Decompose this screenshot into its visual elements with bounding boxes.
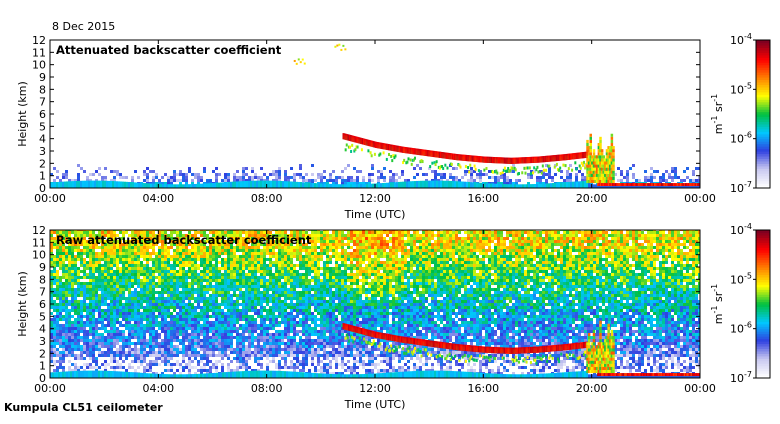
colorbar-unit-label: m-1 sr-1 [710, 284, 725, 324]
colorbar-tick-label: 10-4 [730, 222, 752, 237]
y-tick-label: 10 [32, 59, 46, 72]
upper-feature [342, 45, 344, 47]
x-tick-label: 00:00 [684, 382, 716, 395]
upper-feature [344, 48, 346, 50]
y-tick-label: 9 [39, 261, 46, 274]
y-tick-label: 2 [39, 157, 46, 170]
upper-feature [334, 46, 336, 48]
y-tick-label: 3 [39, 145, 46, 158]
upper-feature [338, 44, 340, 46]
heatmap-area [50, 228, 701, 378]
y-tick-label: 10 [32, 249, 46, 262]
colorbar-tick-label: 10-4 [730, 32, 752, 47]
x-tick-label: 20:00 [576, 192, 608, 205]
y-tick-label: 2 [39, 347, 46, 360]
y-tick-label: 7 [39, 286, 46, 299]
y-tick-label: 6 [39, 108, 46, 121]
y-tick-label: 11 [32, 46, 46, 59]
colorbar-unit-label: m-1 sr-1 [710, 94, 725, 134]
x-tick-label: 12:00 [359, 382, 391, 395]
colorbar-tick-label: 10-5 [730, 271, 752, 286]
x-tick-label: 12:00 [359, 192, 391, 205]
y-tick-label: 1 [39, 170, 46, 183]
upper-feature [340, 49, 342, 51]
x-tick-label: 04:00 [142, 382, 174, 395]
y-tick-label: 6 [39, 298, 46, 311]
x-tick-label: 16:00 [467, 382, 499, 395]
upper-feature [300, 61, 302, 63]
upper-feature [336, 45, 338, 47]
colorbar-tick-label: 10-5 [730, 81, 752, 96]
colorbar-tick-label: 10-7 [730, 370, 752, 385]
y-tick-label: 9 [39, 71, 46, 84]
x-axis-label: Time (UTC) [344, 398, 406, 411]
date-label: 8 Dec 2015 [52, 20, 115, 33]
x-tick-label: 00:00 [684, 192, 716, 205]
y-axis-label: Height (km) [16, 271, 29, 337]
y-tick-label: 7 [39, 96, 46, 109]
instrument-label: Kumpula CL51 ceilometer [4, 401, 163, 414]
panel-title: Raw attenuated backscatter coefficient [56, 233, 312, 247]
y-axis-label: Height (km) [16, 81, 29, 147]
y-tick-label: 1 [39, 360, 46, 373]
x-tick-label: 08:00 [251, 382, 283, 395]
colorbar: 10-7 10-6 10-5 10-4 m-1 sr-1 [710, 32, 770, 195]
y-tick-label: 8 [39, 273, 46, 286]
x-tick-label: 04:00 [142, 192, 174, 205]
panel-title: Attenuated backscatter coefficient [56, 43, 282, 57]
y-tick-label: 8 [39, 83, 46, 96]
colorbar: 10-7 10-6 10-5 10-4 m-1 sr-1 [710, 222, 770, 385]
y-tick-label: 4 [39, 133, 46, 146]
heatmap-area [50, 40, 701, 188]
y-tick-label: 0 [39, 372, 46, 385]
y-tick-label: 12 [32, 34, 46, 47]
upper-feature [304, 63, 306, 65]
y-tick-label: 4 [39, 323, 46, 336]
x-axis-label: Time (UTC) [344, 208, 406, 221]
colorbar-tick-label: 10-6 [730, 321, 752, 336]
upper-feature [296, 63, 298, 65]
low-cloud-layer [597, 183, 701, 186]
y-tick-label: 3 [39, 335, 46, 348]
colorbar-tick-label: 10-7 [730, 180, 752, 195]
y-tick-label: 12 [32, 224, 46, 237]
low-cloud-layer [597, 373, 701, 376]
y-tick-label: 0 [39, 182, 46, 195]
upper-feature [302, 59, 304, 61]
x-tick-label: 20:00 [576, 382, 608, 395]
y-tick-label: 5 [39, 120, 46, 133]
colorbar-tick-label: 10-6 [730, 131, 752, 146]
upper-feature [298, 58, 300, 60]
y-tick-label: 5 [39, 310, 46, 323]
x-tick-label: 08:00 [251, 192, 283, 205]
y-tick-label: 11 [32, 236, 46, 249]
upper-feature [294, 60, 296, 62]
x-tick-label: 16:00 [467, 192, 499, 205]
